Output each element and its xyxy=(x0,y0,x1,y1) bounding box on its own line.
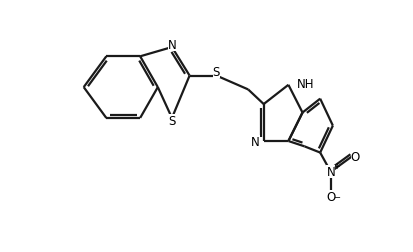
Text: O: O xyxy=(325,190,335,203)
Text: NH: NH xyxy=(296,77,313,90)
Text: −: − xyxy=(332,192,339,201)
Text: N: N xyxy=(325,166,334,179)
Text: S: S xyxy=(212,66,220,79)
Text: S: S xyxy=(168,114,175,127)
Text: N: N xyxy=(250,135,259,148)
Text: N: N xyxy=(167,39,176,52)
Text: O: O xyxy=(350,150,359,163)
Text: +: + xyxy=(332,162,339,171)
